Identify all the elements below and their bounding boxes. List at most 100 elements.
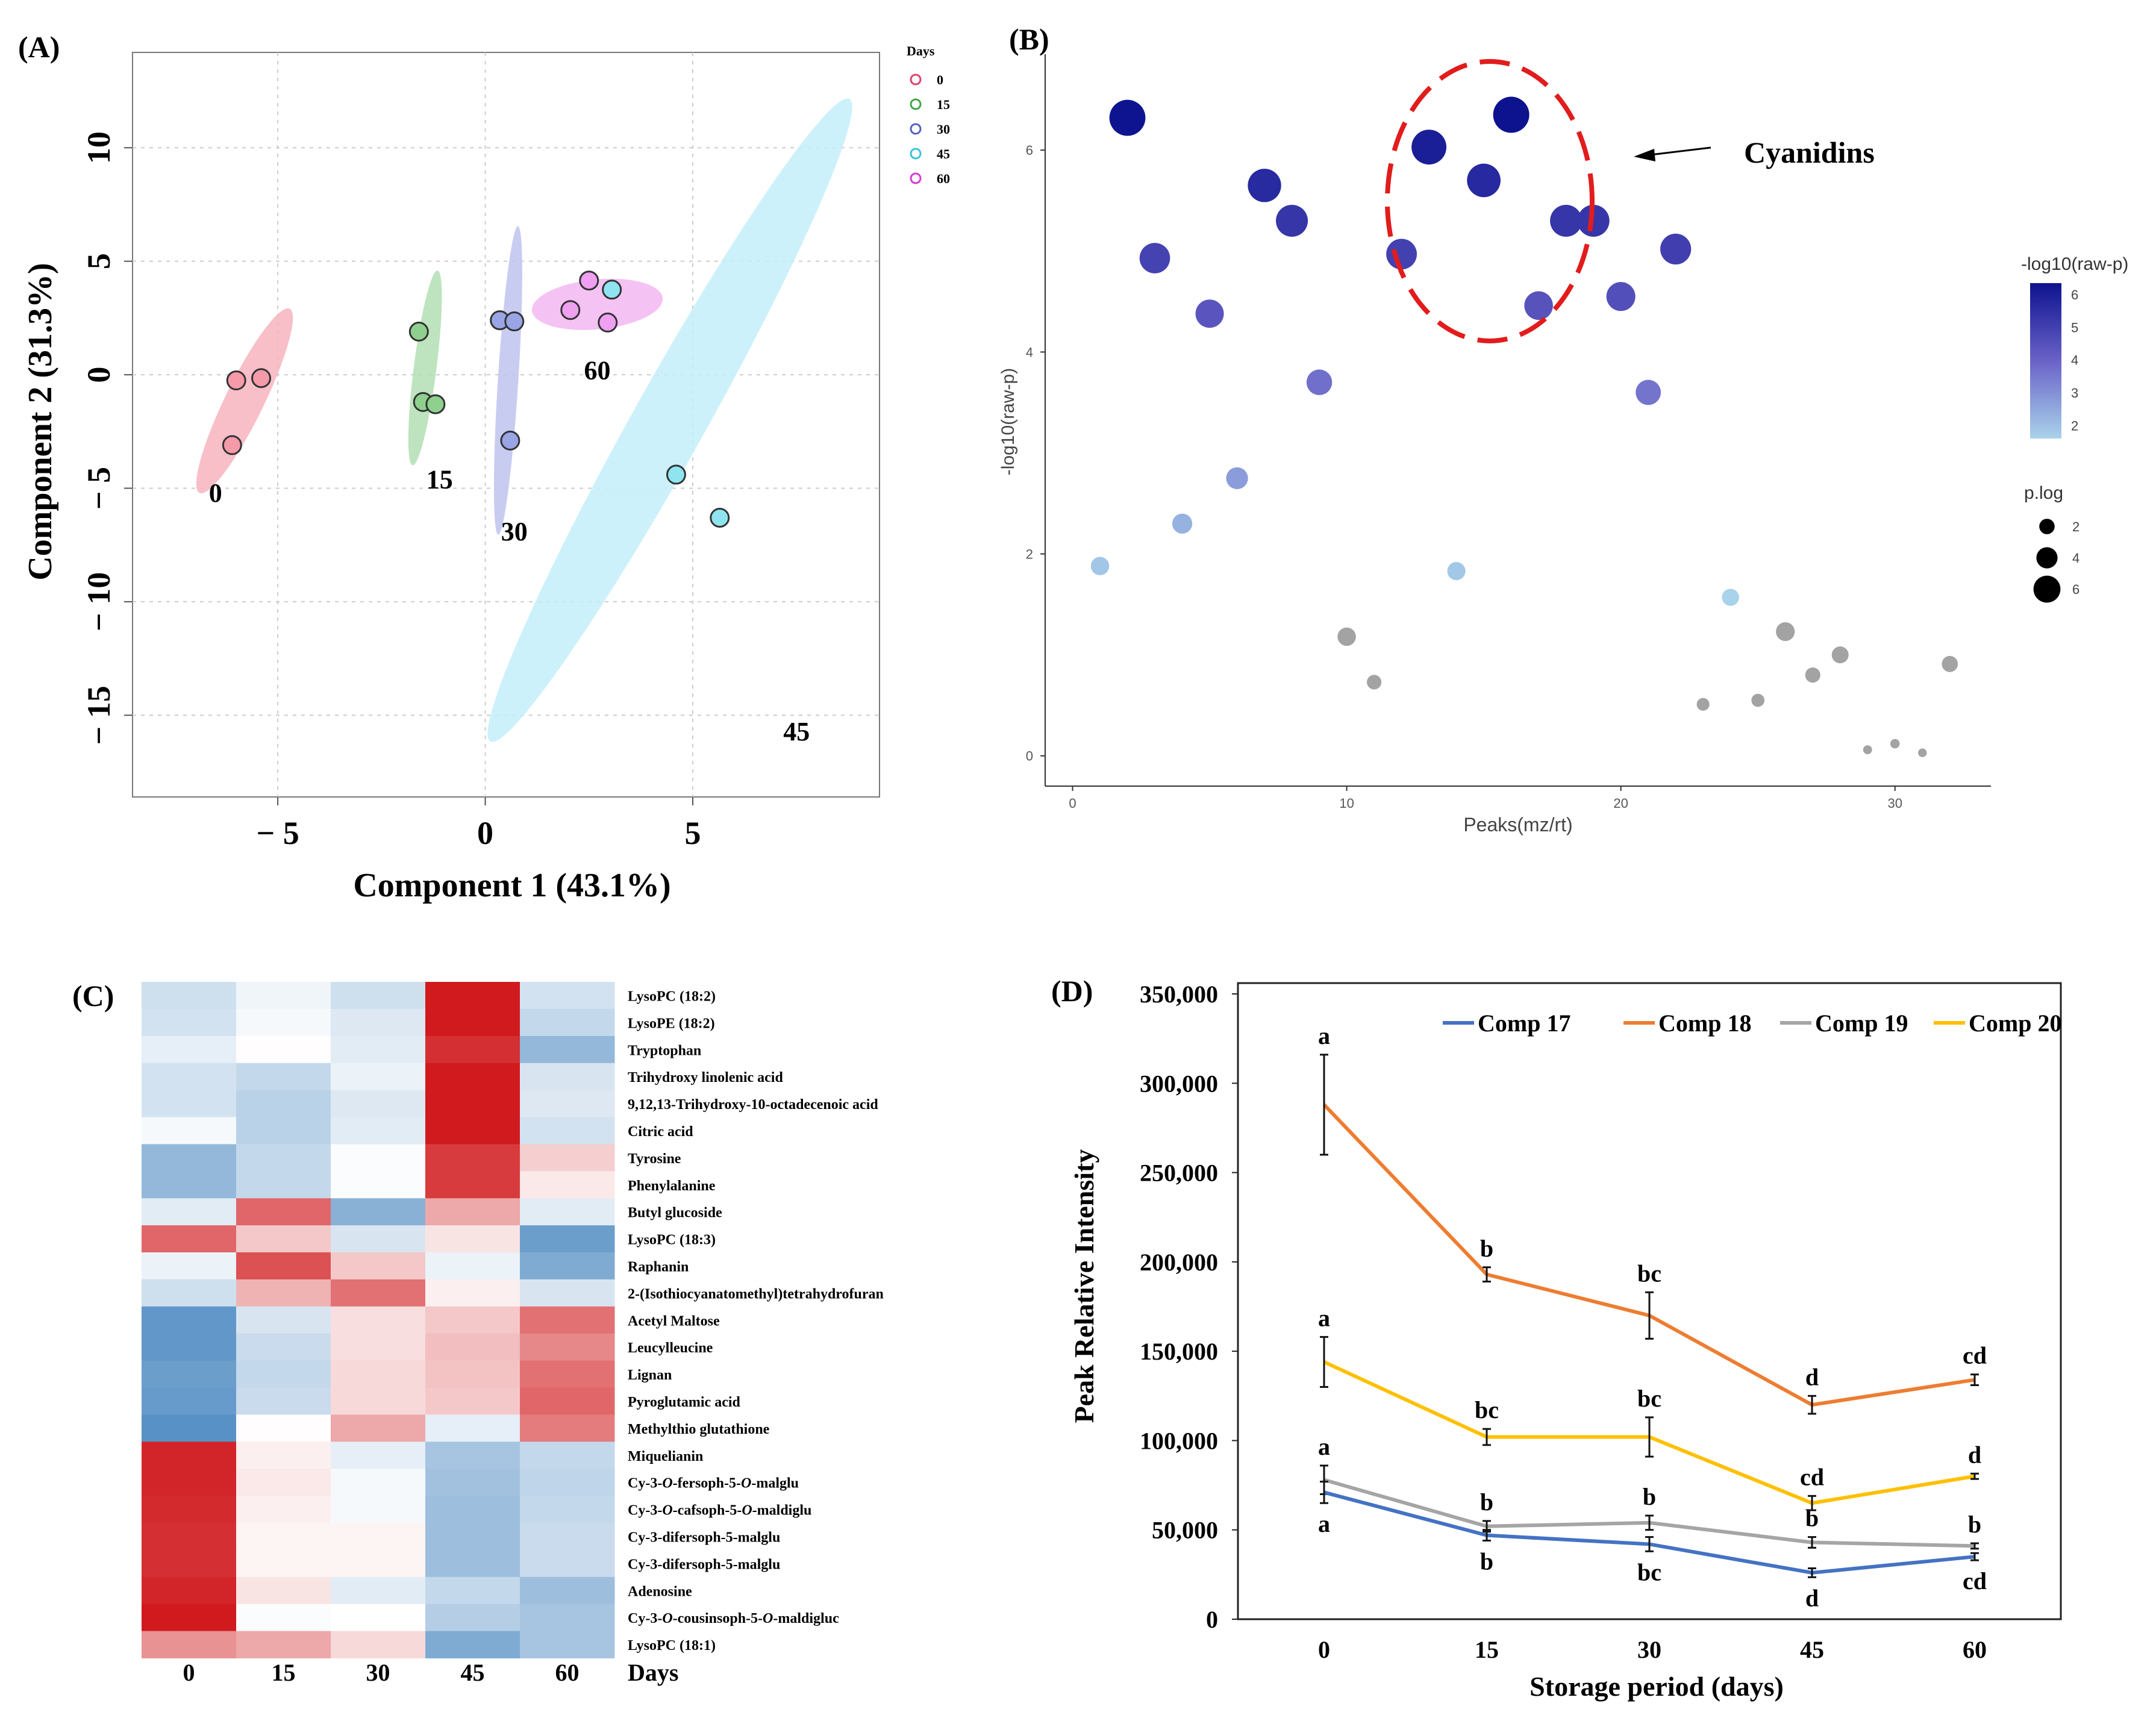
heatmap-cell (520, 1604, 615, 1632)
heatmap-cell (142, 1469, 237, 1496)
significance-letter: b (1643, 1483, 1656, 1510)
heatmap-row-label: Citric acid (628, 1124, 693, 1140)
peak-point (1306, 369, 1333, 395)
heatmap-cell (142, 1035, 237, 1064)
legend-marker-15 (910, 98, 922, 110)
heatmap-cell (236, 982, 331, 1010)
panel-a-x-tick-label: 0 (477, 815, 493, 851)
peak-point (1863, 745, 1872, 755)
legend-label: Comp 18 (1658, 1010, 1751, 1037)
peak-point (1493, 96, 1530, 133)
group-point-30 (500, 430, 520, 451)
peak-point (1696, 698, 1710, 711)
panel-b-x-tick-label: 20 (1613, 796, 1628, 811)
panel-a-y-tick-label: 0 (81, 367, 117, 383)
size-legend-label: 6 (2072, 582, 2079, 597)
heatmap-row-label: Raphanin (628, 1259, 689, 1275)
heatmap-cell (236, 1279, 331, 1307)
cyanidins-annotation: Cyanidins (1744, 136, 1875, 169)
series-comp-18: a b bc d cd (1318, 1022, 1987, 1415)
cyanidins-arrow-line (1650, 146, 1711, 156)
heatmap-cell (142, 1442, 237, 1469)
heatmap-cell (520, 1631, 615, 1658)
panel-b-y-axis-title: -log10(raw-p) (998, 368, 1018, 475)
legend-label-45: 45 (937, 146, 950, 161)
heatmap-cell (236, 1144, 331, 1172)
heatmap-cell (331, 1442, 426, 1469)
group-point-0 (222, 435, 242, 455)
heatmap-cell (425, 1198, 520, 1226)
heatmap-row-label-part: Leucylleucine (628, 1340, 713, 1356)
heatmap-cell (425, 1225, 520, 1253)
group-point-0 (251, 368, 272, 389)
heatmap-cell (142, 1549, 237, 1578)
size-legend-marker (2033, 575, 2061, 603)
panel-a-legend: Days 0 15 30 45 60 (907, 43, 950, 186)
heatmap-row-label-part: LysoPC (18:3) (628, 1232, 716, 1248)
group-ellipse-15 (408, 270, 442, 466)
heatmap-row-label: LysoPC (18:1) (628, 1638, 716, 1654)
peak-point (1606, 282, 1636, 311)
panel-a-y-tick-label: − 15 (81, 686, 117, 745)
heatmap-cell (142, 1252, 237, 1280)
heatmap-row-label: 9,12,13-Trihydroxy-10-octadecenoic acid (628, 1097, 878, 1113)
panel-a-y-tick-label: − 10 (81, 572, 117, 631)
panel-d-y-tick-label: 350,000 (1140, 981, 1218, 1008)
cyanidins-highlight-ellipse (1385, 59, 1595, 343)
peak-point (1139, 243, 1170, 273)
heatmap-row-label-part: -malglu (751, 1476, 799, 1492)
heatmap-cell (236, 1008, 331, 1037)
significance-letter: b (1480, 1235, 1493, 1262)
heatmap-row-label-part: -cousinsoph-5- (673, 1611, 763, 1626)
legend-marker-45 (910, 148, 922, 160)
heatmap-cell (331, 1171, 426, 1199)
panel-b-size-legend-items: 2 4 6 (2033, 519, 2079, 603)
heatmap-cell (331, 1496, 426, 1523)
panel-a-ellipses (196, 98, 852, 742)
group-point-15 (425, 394, 446, 414)
peak-point (1890, 739, 1900, 749)
heatmap-row-label-part: LysoPC (18:1) (628, 1638, 716, 1654)
panel-b-color-legend: -log10(raw-p) 2 3 4 5 6 (2021, 254, 2128, 439)
panel-c: (C) LysoPC (18:2) LysoPE (18:2) Tryptophan… (72, 979, 884, 1686)
heatmap-cell (331, 1333, 426, 1361)
series-comp-19: a b b b b (1318, 1433, 1981, 1550)
significance-letter: cd (1963, 1567, 1987, 1595)
heatmap-cell (142, 1279, 237, 1307)
heatmap-cell (331, 1279, 426, 1307)
significance-letter: d (1968, 1441, 1981, 1468)
panel-d-plot-frame (1237, 982, 2062, 1620)
legend-marker-60 (910, 172, 922, 184)
panel-d-y-ticks: 0 50,000 100,000 150,000 200,000 250,000 300,0… (1140, 981, 1238, 1633)
color-bar-tick-label: 5 (2071, 320, 2078, 335)
peak-point (1636, 380, 1661, 405)
heatmap-cell (425, 1333, 520, 1361)
panel-b: (B) 0 10 20 30 0 2 4 6 Peaks(mz/rt) -log10(raw-… (998, 22, 2128, 836)
heatmap-row-label: Methylthio glutathione (628, 1422, 770, 1437)
size-legend-marker (2036, 547, 2058, 569)
heatmap-cell (331, 1469, 426, 1496)
heatmap-cell (236, 1414, 331, 1442)
heatmap-cell (236, 1333, 331, 1361)
heatmap-cell (142, 1144, 237, 1172)
heatmap-cell (520, 1198, 615, 1226)
panel-d-x-tick-label: 60 (1963, 1636, 1987, 1663)
heatmap-cell (331, 1225, 426, 1253)
significance-letter: a (1318, 1510, 1330, 1537)
heatmap-cell (425, 1252, 520, 1280)
heatmap-row-label: LysoPE (18:2) (628, 1016, 715, 1031)
heatmap-row-label: Cy-3-difersoph-5-malglu (628, 1557, 780, 1572)
heatmap-cell (425, 1469, 520, 1496)
heatmap-row-label-part: O (742, 1503, 752, 1519)
panel-a-group-labels: 0 15 30 45 60 (209, 356, 810, 746)
peak-point (1776, 622, 1795, 642)
heatmap-row-label-part: Tryptophan (628, 1043, 701, 1058)
panel-d-x-tick-label: 30 (1637, 1636, 1661, 1663)
heatmap-cell (331, 1523, 426, 1551)
heatmap-cell (236, 1117, 331, 1145)
panel-c-label: (C) (72, 979, 114, 1013)
heatmap-row-label: Trihydroxy linolenic acid (628, 1070, 783, 1085)
panel-b-x-tick-label: 30 (1887, 796, 1902, 811)
heatmap-cell (520, 1035, 615, 1064)
